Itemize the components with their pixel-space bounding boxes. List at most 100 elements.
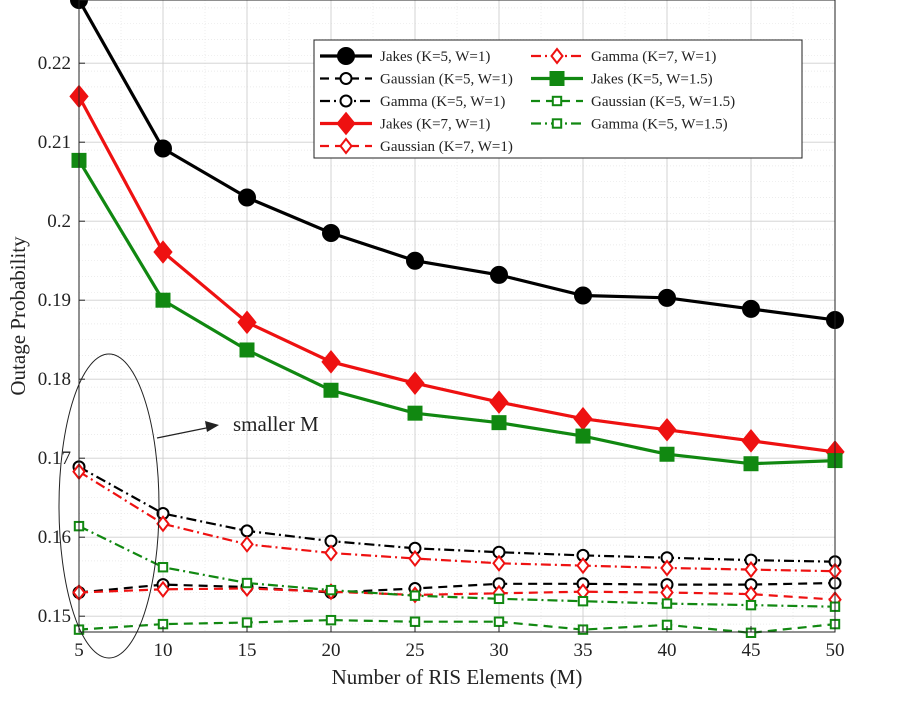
data-point (409, 590, 421, 601)
series-line (78, 525, 836, 608)
data-point (156, 580, 170, 598)
x-tick-label: 30 (490, 640, 509, 661)
series-4 (69, 84, 845, 464)
x-tick-label: 45 (742, 640, 761, 661)
legend-label: Gaussian (K=5, W=1) (380, 72, 513, 88)
legend: Jakes (K=5, W=1) Gaussian (K=5, W=1) Gamma… (313, 39, 803, 159)
legend-item: Gaussian (K=5, W=1) (320, 72, 513, 88)
data-point (339, 72, 353, 85)
data-point (325, 614, 337, 626)
x-axis-ticks: 5 10 15 20 25 30 35 40 45 50 (74, 626, 845, 661)
y-tick-label: 0.21 (38, 132, 71, 153)
legend-label: Gaussian (K=5, W=1.5) (591, 94, 735, 110)
data-point (405, 371, 425, 395)
x-tick-label: 15 (238, 640, 257, 661)
series-7 (71, 152, 843, 472)
x-tick-label: 40 (658, 640, 677, 661)
data-point (549, 71, 565, 86)
legend-label: Jakes (K=5, W=1.5) (591, 72, 713, 88)
smaller-m-annotation: smaller M (58, 353, 319, 659)
data-point (239, 342, 255, 358)
legend-label: Gamma (K=5, W=1) (380, 94, 505, 110)
data-point (237, 310, 257, 335)
data-point (156, 515, 170, 533)
y-tick-label: 0.15 (38, 606, 71, 627)
legend-label: Gamma (K=5, W=1.5) (591, 117, 728, 133)
data-point (241, 617, 253, 628)
x-tick-label: 20 (322, 640, 341, 661)
y-tick-label: 0.2 (47, 211, 71, 232)
data-point (551, 95, 563, 107)
series-group (69, 0, 845, 638)
data-point (742, 299, 760, 318)
y-tick-label: 0.22 (38, 53, 71, 74)
data-point (241, 577, 253, 589)
data-point (493, 616, 505, 627)
series-3 (72, 460, 842, 569)
series-line (78, 587, 836, 601)
x-tick-label: 10 (154, 640, 173, 661)
x-tick-label: 50 (826, 640, 845, 661)
series-1 (70, 0, 844, 329)
legend-item: Gamma (K=5, W=1) (320, 94, 505, 110)
y-tick-label: 0.19 (38, 290, 71, 311)
series-8 (73, 614, 841, 638)
data-point (238, 188, 256, 207)
legend-item: Gamma (K=5, W=1.5) (531, 117, 728, 133)
legend-item: Jakes (K=7, W=1) (320, 111, 490, 136)
data-point (406, 251, 424, 270)
data-point (658, 288, 676, 307)
data-point (660, 559, 674, 577)
data-point (661, 598, 673, 609)
data-point (573, 406, 593, 431)
y-axis-ticks: 0.15 0.16 0.17 0.18 0.19 0.2 0.21 0.22 (38, 53, 85, 627)
data-point (409, 616, 421, 627)
annotation-arrow (156, 425, 217, 439)
data-point (407, 405, 423, 421)
data-point (339, 137, 353, 155)
legend-item: Gaussian (K=7, W=1) (320, 137, 513, 155)
data-point (492, 554, 506, 572)
data-point (339, 94, 353, 108)
data-point (744, 560, 758, 579)
x-tick-label: 25 (406, 640, 425, 661)
data-point (743, 456, 759, 472)
data-point (575, 428, 591, 444)
data-point (322, 224, 340, 243)
legend-item: Jakes (K=5, W=1.5) (531, 71, 713, 88)
data-point (659, 446, 675, 462)
data-point (323, 382, 339, 398)
data-point (157, 562, 169, 573)
series-line (78, 581, 836, 594)
series-line (78, 465, 836, 563)
data-point (745, 599, 757, 611)
series-line (78, 470, 836, 573)
data-point (493, 593, 505, 605)
series-line (77, 159, 836, 466)
legend-item: Gamma (K=7, W=1) (531, 47, 716, 65)
legend-label: Jakes (K=7, W=1) (380, 117, 490, 133)
data-point (657, 417, 677, 442)
data-point (576, 557, 590, 575)
data-point (325, 584, 337, 596)
data-point (489, 390, 509, 414)
plot-frame (78, 0, 836, 633)
data-point (551, 118, 563, 129)
annotation-ellipse (58, 353, 160, 659)
data-point (155, 292, 171, 308)
series-line (77, 0, 836, 322)
annotation-arrowhead (205, 421, 219, 432)
data-point (240, 535, 254, 553)
legend-item: Jakes (K=5, W=1) (320, 47, 490, 65)
data-point (490, 265, 508, 284)
data-point (550, 47, 564, 65)
data-point (337, 47, 355, 65)
x-axis-label: Number of RIS Elements (M) (332, 665, 583, 689)
legend-item: Gaussian (K=5, W=1.5) (531, 94, 735, 110)
data-point (153, 240, 173, 264)
annotation-text: smaller M (233, 412, 319, 436)
series-line (78, 618, 836, 634)
y-tick-label: 0.16 (38, 527, 71, 548)
data-point (324, 544, 338, 562)
